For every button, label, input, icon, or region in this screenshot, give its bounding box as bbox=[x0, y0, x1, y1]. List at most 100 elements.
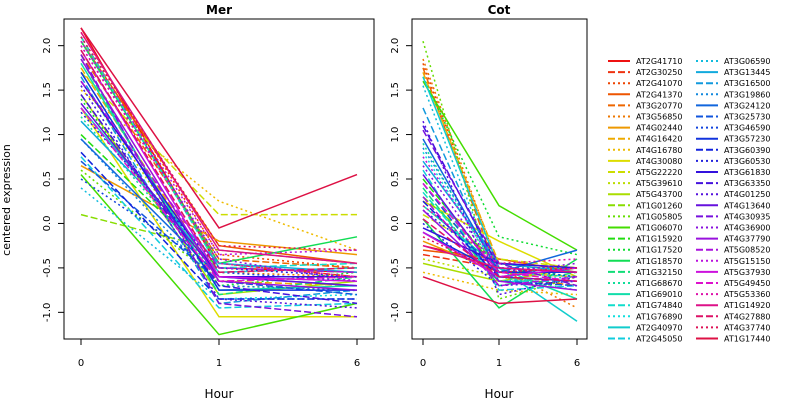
y-tick-label: -1.0 bbox=[390, 303, 401, 323]
legend-label: AT1G05805 bbox=[636, 212, 682, 221]
legend-label: AT1G06070 bbox=[636, 224, 682, 233]
mer-y-axis: -1.0 -0.5 0.0 0.5 1.0 1.5 2.0 bbox=[42, 38, 64, 322]
series-line bbox=[422, 85, 578, 282]
legend-label: AT5G15150 bbox=[724, 257, 770, 266]
legend-label: AT3G56850 bbox=[636, 113, 682, 122]
legend-label: AT1G32150 bbox=[636, 268, 682, 277]
legend-label: AT2G41370 bbox=[636, 90, 682, 99]
y-axis-label: centered expression bbox=[0, 144, 13, 256]
legend-label: AT5G49450 bbox=[724, 279, 770, 288]
mer-x-label: Hour bbox=[205, 387, 234, 400]
legend-label: AT1G69010 bbox=[636, 290, 682, 299]
legend-label: AT3G24120 bbox=[724, 101, 770, 110]
series-line bbox=[80, 54, 358, 318]
legend-label: AT3G60530 bbox=[724, 157, 770, 166]
series-line bbox=[422, 156, 578, 274]
panel-mer: Mer -1.0 -0.5 0.0 0.5 1.0 1.5 2.0 0 1 6 Hour bbox=[42, 3, 375, 400]
mer-series-lines bbox=[80, 27, 358, 336]
y-tick-label: 2.0 bbox=[42, 38, 53, 54]
y-tick-label: -1.0 bbox=[42, 303, 53, 323]
legend-label: AT4G30080 bbox=[636, 157, 682, 166]
series-line bbox=[80, 40, 358, 256]
series-line bbox=[422, 213, 578, 269]
legend-label: AT4G30935 bbox=[724, 212, 770, 221]
legend-label: AT2G41070 bbox=[636, 79, 682, 88]
legend-label: AT5G39610 bbox=[636, 179, 682, 188]
legend-label: AT1G18570 bbox=[636, 257, 682, 266]
series-line bbox=[80, 85, 358, 300]
y-tick-label: 0.0 bbox=[42, 215, 53, 231]
series-line bbox=[80, 71, 357, 291]
y-tick-label: 1.0 bbox=[42, 127, 53, 143]
y-tick-label: 1.5 bbox=[390, 82, 401, 98]
series-line bbox=[80, 111, 358, 278]
legend-label: AT5G43700 bbox=[636, 190, 682, 199]
y-tick-label: -0.5 bbox=[42, 258, 53, 278]
legend-label: AT4G37790 bbox=[724, 235, 770, 244]
legend-label: AT4G16780 bbox=[636, 146, 682, 155]
legend-label: AT3G61830 bbox=[724, 168, 770, 177]
y-tick-label: -0.5 bbox=[390, 258, 401, 278]
series-line bbox=[80, 36, 358, 251]
series-line bbox=[80, 71, 357, 216]
cot-series-lines bbox=[422, 40, 578, 322]
legend-label: AT3G13445 bbox=[724, 68, 770, 77]
series-line bbox=[80, 151, 357, 300]
legend-label: AT3G57230 bbox=[724, 135, 770, 144]
legend-label: AT1G74840 bbox=[636, 301, 682, 310]
series-line bbox=[80, 94, 358, 305]
legend-label: AT1G76890 bbox=[636, 312, 682, 321]
series-line bbox=[422, 244, 578, 274]
series-line bbox=[80, 107, 358, 282]
cot-title: Cot bbox=[488, 3, 511, 17]
legend-label: AT3G25730 bbox=[724, 113, 770, 122]
cot-x-label: Hour bbox=[485, 387, 514, 400]
legend-label: AT4G01250 bbox=[724, 190, 770, 199]
x-tick-label: 6 bbox=[354, 358, 360, 369]
legend-label: AT4G37740 bbox=[724, 323, 770, 332]
series-line bbox=[422, 80, 578, 251]
legend-label: AT3G63350 bbox=[724, 179, 770, 188]
series-line bbox=[80, 27, 358, 229]
x-tick-label: 0 bbox=[78, 358, 84, 369]
legend-label: AT3G19860 bbox=[724, 90, 770, 99]
series-line bbox=[422, 143, 578, 291]
legend-label: AT2G45050 bbox=[636, 335, 682, 344]
series-line bbox=[80, 31, 358, 269]
y-tick-label: 0.5 bbox=[42, 171, 53, 187]
legend-label: AT2G30250 bbox=[636, 68, 682, 77]
mer-x-axis: 0 1 6 bbox=[78, 339, 360, 369]
series-line bbox=[422, 218, 578, 309]
series-line bbox=[422, 196, 578, 287]
legend-label: AT1G01260 bbox=[636, 201, 682, 210]
series-line bbox=[80, 49, 358, 274]
series-line bbox=[422, 271, 578, 296]
legend-label: AT1G68670 bbox=[636, 279, 682, 288]
series-line bbox=[80, 85, 358, 309]
legend-label: AT3G20770 bbox=[636, 101, 682, 110]
y-tick-label: 2.0 bbox=[390, 38, 401, 54]
series-line bbox=[422, 182, 578, 282]
legend-label: AT1G17440 bbox=[724, 335, 770, 344]
x-tick-label: 1 bbox=[496, 358, 502, 369]
series-line bbox=[80, 80, 358, 274]
x-tick-label: 0 bbox=[420, 358, 426, 369]
legend-label: AT3G46590 bbox=[724, 124, 770, 133]
series-line bbox=[80, 31, 358, 265]
series-line bbox=[80, 45, 358, 278]
legend-label: AT2G41710 bbox=[636, 57, 682, 66]
legend-label: AT1G15920 bbox=[636, 235, 682, 244]
y-tick-label: 0.5 bbox=[390, 171, 401, 187]
legend-label: AT4G27880 bbox=[724, 312, 770, 321]
y-tick-label: 0.0 bbox=[390, 215, 401, 231]
legend-label: AT2G40970 bbox=[636, 323, 682, 332]
series-line bbox=[80, 58, 358, 291]
legend-label: AT5G22220 bbox=[636, 168, 682, 177]
series-line bbox=[80, 107, 357, 318]
x-tick-label: 1 bbox=[216, 358, 222, 369]
series-line bbox=[422, 222, 578, 287]
series-line bbox=[80, 54, 358, 269]
mer-title: Mer bbox=[206, 3, 232, 17]
y-tick-label: 1.0 bbox=[390, 127, 401, 143]
